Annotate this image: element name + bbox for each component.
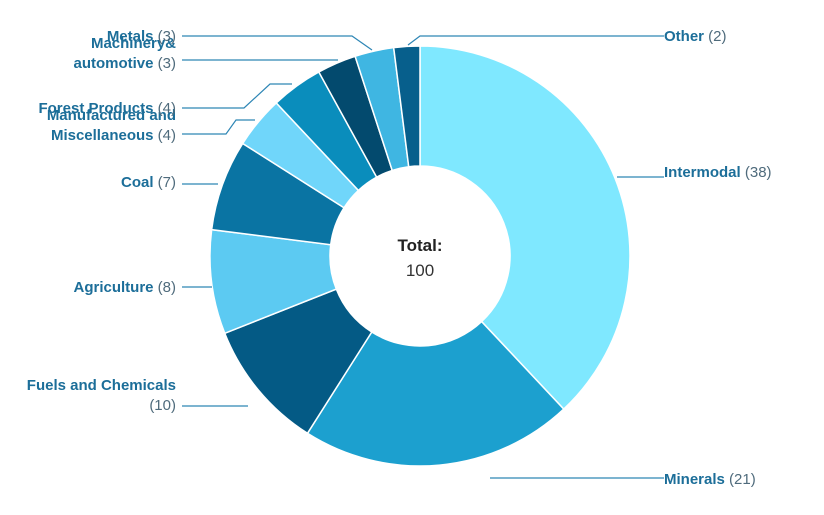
label-machinery-automotive-line-2: automotive (3) <box>73 55 176 72</box>
label-fuels-and-chemicals-line-2: (10) <box>149 397 176 414</box>
label-agriculture: Agriculture (8) <box>73 279 176 296</box>
labels-group: Intermodal (38) Minerals (21) Fuels and Ch… <box>27 28 772 488</box>
slice-intermodal[interactable] <box>419 45 631 411</box>
leader-line-other <box>407 35 664 46</box>
leader-lines-group <box>182 35 664 479</box>
label-forest-products: Forest Products (4) <box>38 100 176 117</box>
slice-other[interactable] <box>392 45 421 168</box>
label-minerals: Minerals (21) <box>664 471 756 488</box>
leader-line-forest-products <box>182 83 292 109</box>
center-title: Total: <box>397 236 442 255</box>
center-value: 100 <box>406 261 434 280</box>
leader-line-metals <box>182 35 373 51</box>
slice-minerals[interactable] <box>306 320 565 467</box>
label-manufactured-and-miscellaneous-line-1: Manufactured and <box>47 107 176 124</box>
label-fuels-and-chemicals-line-1: Fuels and Chemicals <box>27 377 176 394</box>
label-coal: Coal (7) <box>121 174 176 191</box>
label-manufactured-and-miscellaneous-line-2: Miscellaneous (4) <box>51 127 176 144</box>
label-other: Other (2) <box>664 28 727 45</box>
label-machinery-automotive-line-1: Machinery& <box>91 35 176 52</box>
leader-line-manufactured-and-miscellaneous <box>182 119 255 135</box>
slices-group <box>209 45 631 467</box>
label-intermodal: Intermodal (38) <box>664 164 772 181</box>
label-metals: Metals (3) <box>107 28 176 45</box>
